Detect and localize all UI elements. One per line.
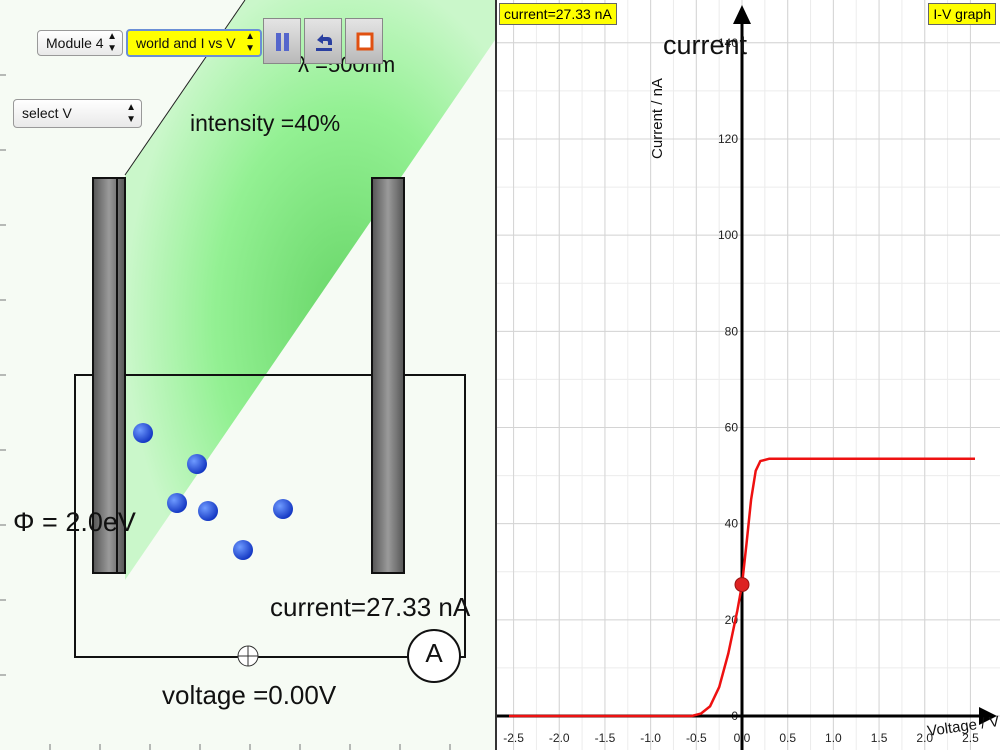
graph-tick-labels: -2.5-2.0-1.5-1.0-0.50.00.51.01.52.02.502… [503, 36, 979, 745]
y-tick-label: 80 [725, 324, 739, 338]
variable-select[interactable]: select V ▲ ▼ [13, 99, 142, 128]
electron [198, 501, 218, 521]
operating-point-marker [734, 577, 750, 593]
emitter-plate [92, 177, 126, 574]
iv-graph: -2.5-2.0-1.5-1.0-0.50.00.51.01.52.02.502… [497, 0, 1000, 750]
left-ruler [0, 74, 6, 676]
graph-axes [497, 5, 997, 750]
simulation-panel: A λ =500nm intensity =40% Φ = 2.0eV curr… [0, 0, 497, 750]
x-tick-label: 1.5 [871, 731, 888, 745]
dropdown-arrow-icon: ▲ ▼ [126, 102, 136, 125]
stop-icon [356, 32, 374, 51]
y-axis-arrow [733, 5, 751, 24]
x-tick-label: -2.0 [549, 731, 570, 745]
undo-icon [316, 34, 332, 51]
graph-grid [497, 0, 1000, 750]
x-tick-label: 2.5 [962, 731, 979, 745]
light-beam [125, 0, 495, 580]
electron [187, 454, 207, 474]
dropdown-arrow-icon: ▲ ▼ [107, 31, 117, 54]
y-tick-label: 120 [718, 132, 738, 146]
electron [273, 499, 293, 519]
simulation-scene [0, 0, 495, 750]
y-tick-label: 60 [725, 420, 739, 434]
x-tick-label: 2.0 [916, 731, 933, 745]
current-label: current=27.33 nA [270, 592, 471, 622]
x-tick-label: 0.5 [779, 731, 796, 745]
view-select[interactable]: world and I vs V ▲ ▼ [126, 29, 262, 57]
electron [233, 540, 253, 560]
stop-button[interactable] [345, 18, 383, 64]
x-tick-label: -1.5 [595, 731, 616, 745]
intensity-label: intensity =40% [190, 110, 341, 136]
x-tick-label: -1.0 [640, 731, 661, 745]
y-axis-title: current [663, 30, 748, 60]
graph-panel: -2.5-2.0-1.5-1.0-0.50.00.51.01.52.02.502… [497, 0, 1000, 750]
ammeter [407, 629, 461, 683]
x-axis-arrow [979, 707, 997, 725]
electron [167, 493, 187, 513]
y-tick-label: 140 [718, 36, 738, 50]
pause-icon [276, 33, 289, 51]
current-readout-badge: current=27.33 nA [499, 3, 617, 25]
graph-title-badge: I-V graph [928, 3, 996, 25]
x-tick-label: 1.0 [825, 731, 842, 745]
electron [133, 423, 153, 443]
work-function-label: Φ = 2.0eV [13, 507, 136, 537]
iv-curve [509, 457, 975, 718]
y-axis-rotated-label: Current / nA [648, 78, 666, 159]
y-tick-label: 100 [718, 228, 738, 242]
y-tick-label: 40 [725, 517, 739, 531]
x-tick-label: -2.5 [503, 731, 524, 745]
bottom-ruler [49, 744, 451, 750]
ammeter-symbol: A [425, 638, 443, 668]
graph-series [509, 457, 975, 718]
circuit-wire [74, 374, 466, 658]
collector-plate [371, 177, 405, 574]
module-select[interactable]: Module 4 ▲ ▼ [37, 30, 123, 56]
dropdown-arrow-icon: ▲ ▼ [245, 31, 255, 54]
voltage-label: voltage =0.00V [162, 680, 337, 710]
pause-button[interactable] [263, 18, 301, 64]
reset-button[interactable] [304, 18, 342, 64]
x-tick-label: -0.5 [686, 731, 707, 745]
